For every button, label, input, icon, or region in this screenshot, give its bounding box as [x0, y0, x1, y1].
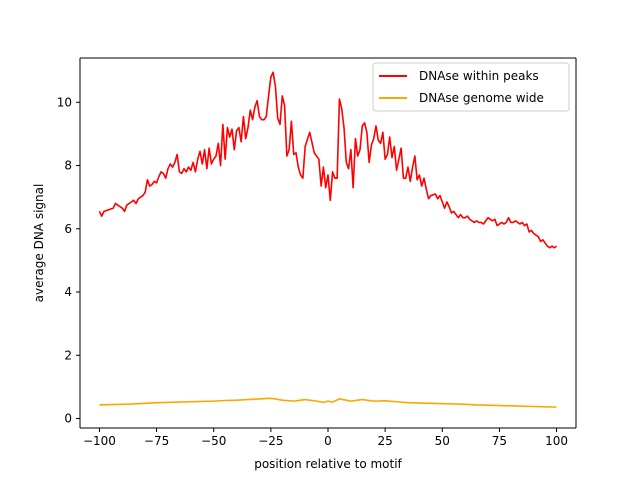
x-tick-label: 100: [545, 434, 568, 448]
plot-area: [80, 58, 576, 428]
y-axis-ticks: 0 2 4 6 8 10: [57, 95, 80, 426]
y-tick-label: 8: [64, 159, 72, 173]
y-tick-label: 2: [64, 348, 72, 362]
legend: DNAse within peaks DNAse genome wide: [372, 62, 570, 112]
y-tick-label: 6: [64, 222, 72, 236]
x-tick-label: 75: [492, 434, 507, 448]
x-axis-ticks: −100 −75 −50 −25 0 25 50 75 100: [83, 428, 568, 448]
x-axis-label: position relative to motif: [254, 457, 402, 471]
series-genome-wide-line: [99, 397, 557, 408]
y-axis-label: average DNA signal: [32, 184, 46, 303]
x-tick-label: 0: [324, 434, 332, 448]
y-tick-label: 10: [57, 95, 72, 109]
x-tick-label: −25: [258, 434, 283, 448]
legend-frame: [372, 62, 570, 112]
x-tick-label: 25: [378, 434, 393, 448]
x-tick-label: 50: [435, 434, 450, 448]
series-within-peaks-line: [98, 71, 558, 249]
y-tick-label: 4: [64, 285, 72, 299]
legend-label-within-peaks: DNAse within peaks: [419, 69, 539, 83]
x-tick-label: −50: [201, 434, 226, 448]
legend-label-genome-wide: DNAse genome wide: [419, 91, 544, 105]
series-layer: [98, 71, 558, 408]
x-tick-label: −100: [83, 434, 116, 448]
y-tick-label: 0: [64, 412, 72, 426]
x-tick-label: −75: [144, 434, 169, 448]
